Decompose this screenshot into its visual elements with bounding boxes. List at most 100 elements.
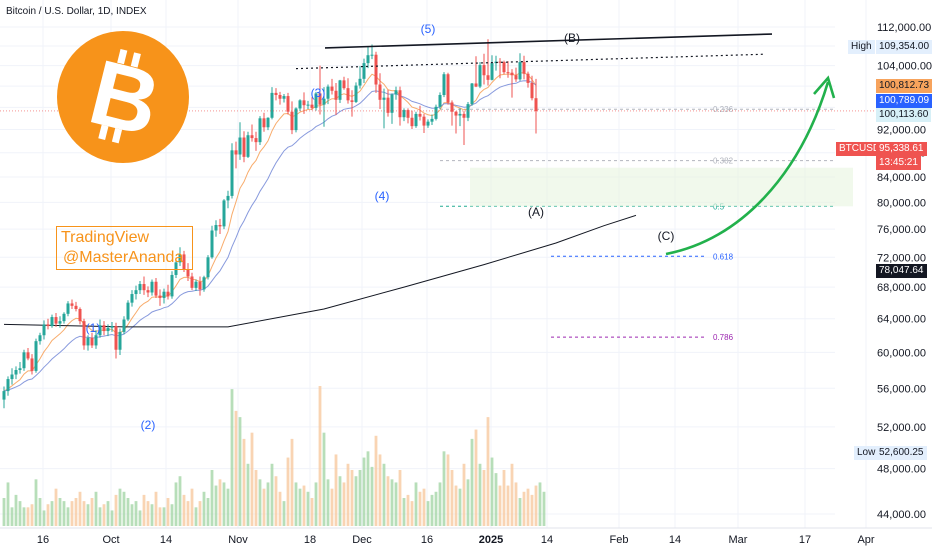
volume-bar xyxy=(234,410,238,526)
candle xyxy=(170,271,174,299)
volume-bar xyxy=(2,498,6,526)
candle xyxy=(514,67,518,82)
volume-bar xyxy=(310,498,314,526)
time-tick-label: 16 xyxy=(37,534,49,546)
candle xyxy=(390,93,394,124)
volume-bar xyxy=(498,485,502,526)
high-value-tag: 109,354.00 xyxy=(876,40,932,54)
volume-bar xyxy=(410,501,414,526)
candle xyxy=(490,55,494,81)
resistance-line[interactable] xyxy=(324,33,773,49)
volume-bar xyxy=(74,498,78,526)
time-tick-label: 2025 xyxy=(479,534,503,546)
candle xyxy=(258,116,262,146)
time-tick-label: Nov xyxy=(228,534,248,546)
volume-bar xyxy=(362,457,366,526)
candle xyxy=(54,313,58,327)
candle xyxy=(290,101,294,135)
volume-bar xyxy=(346,463,350,526)
volume-bar xyxy=(230,389,234,526)
time-tick-label: 14 xyxy=(541,534,553,546)
time-tick-label: Feb xyxy=(610,534,629,546)
volume-bar xyxy=(58,498,62,526)
volume-bar xyxy=(262,488,266,526)
volume-bar xyxy=(126,498,130,526)
time-tick-label: 18 xyxy=(304,534,316,546)
volume-bar xyxy=(338,476,342,526)
low-label: Low xyxy=(854,446,879,460)
wave-label-3: (3) xyxy=(311,86,326,100)
candle xyxy=(382,88,386,129)
candle xyxy=(358,66,362,89)
time-tick-label: Mar xyxy=(729,534,748,546)
brand-author: @MasterAnanda xyxy=(63,249,184,266)
candle xyxy=(134,285,138,300)
candle xyxy=(62,312,66,324)
volume-bar xyxy=(406,494,410,526)
volume-bar xyxy=(218,479,222,526)
volume-bar xyxy=(278,491,282,526)
volume-bar xyxy=(98,507,102,526)
volume-bar xyxy=(494,473,498,526)
candle xyxy=(146,286,150,298)
volume-bar xyxy=(130,504,134,526)
candle xyxy=(74,301,78,312)
candle xyxy=(350,90,354,117)
volume-bar xyxy=(78,491,82,526)
volume-bar xyxy=(318,386,322,526)
candle xyxy=(262,112,266,132)
candle xyxy=(270,87,274,120)
candle xyxy=(154,277,158,298)
volume-bar xyxy=(418,491,422,526)
volume-bar xyxy=(102,504,106,526)
volume-bar xyxy=(534,485,538,526)
volume-bar xyxy=(538,482,542,526)
volume-bar xyxy=(38,498,42,526)
projection-arrow[interactable] xyxy=(665,81,830,256)
volume-bar xyxy=(286,457,290,526)
candle xyxy=(466,101,470,122)
dotted-high-line[interactable] xyxy=(295,53,765,70)
time-tick-label: 14 xyxy=(160,534,172,546)
candle xyxy=(42,320,46,340)
low-value-tag: 52,600.25 xyxy=(876,446,927,460)
volume-bar xyxy=(414,482,418,526)
brand-name: TradingView xyxy=(61,229,150,246)
price-tick-label: 112,000.00 xyxy=(877,22,931,34)
candle xyxy=(426,119,430,128)
candle xyxy=(78,307,82,325)
chart-title: Bitcoin / U.S. Dollar, 1D, INDEX xyxy=(6,6,147,17)
volume-bar xyxy=(370,466,374,526)
fib-retracement[interactable]: 0.236 0.382 0.5 0.618 0.786 xyxy=(440,105,835,342)
volume-bar xyxy=(194,507,198,526)
candle xyxy=(474,56,478,88)
ema-tag-light: 100,113.60 xyxy=(876,108,932,122)
volume-bar xyxy=(122,491,126,526)
candle xyxy=(374,51,378,93)
time-tick-label: Oct xyxy=(102,534,119,546)
price-tick-label: 104,000.00 xyxy=(877,61,932,73)
volume-bar xyxy=(422,488,426,526)
volume-bar xyxy=(490,457,494,526)
candle xyxy=(346,78,350,104)
candle xyxy=(46,318,50,330)
wave-label-c: (C) xyxy=(658,229,675,243)
volume-bar xyxy=(514,482,518,526)
candle xyxy=(502,60,506,75)
volume-bar xyxy=(350,470,354,526)
candle xyxy=(458,108,462,127)
volume-bar xyxy=(174,482,178,526)
candle xyxy=(86,335,90,351)
candle xyxy=(142,276,146,295)
wave-label-2: (2) xyxy=(141,418,156,432)
time-axis[interactable]: 16 Oct 14 Nov 18 Dec 16 2025 14 Feb 14 Mar 17 Apr xyxy=(0,527,932,546)
last-price-tag: 95,338.61 xyxy=(876,142,927,156)
high-label: High xyxy=(848,40,875,54)
volume-bar xyxy=(106,501,110,526)
candle xyxy=(98,319,102,338)
volume-bar xyxy=(294,482,298,526)
candle xyxy=(162,288,166,304)
candle xyxy=(330,78,334,95)
volume-bar xyxy=(210,470,214,526)
